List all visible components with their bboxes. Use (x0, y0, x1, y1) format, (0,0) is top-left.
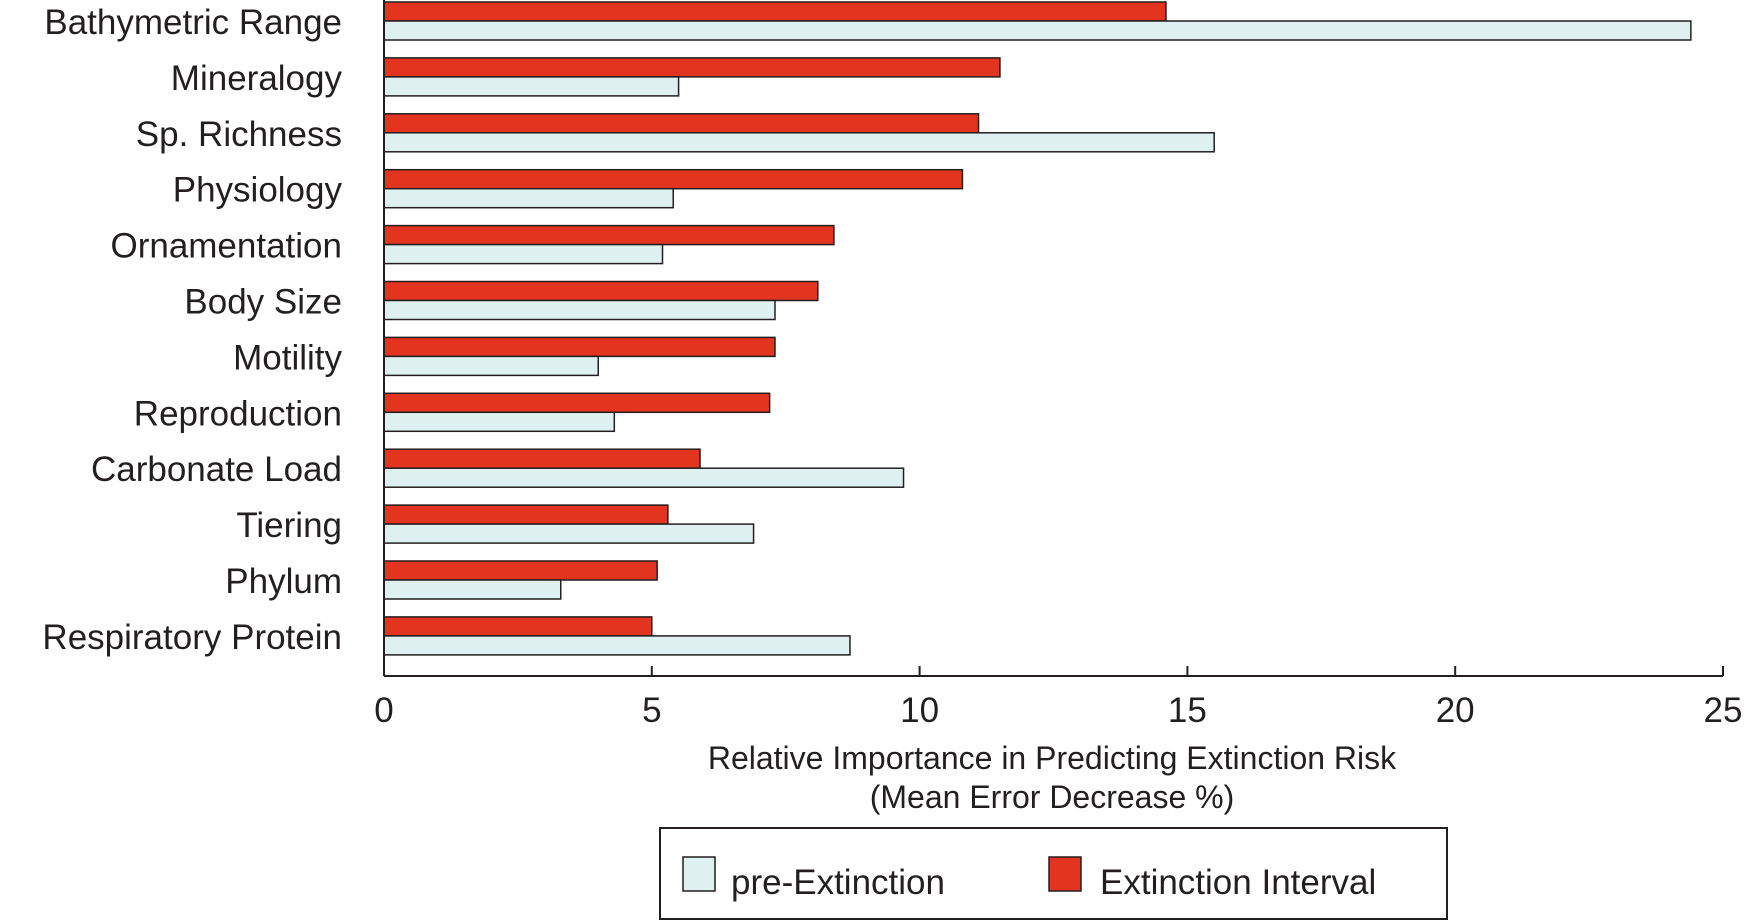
bar-extinction-interval-carbonate-load (383, 448, 701, 469)
bar-pre-extinction-ornamentation (383, 243, 664, 265)
category-label-mineralogy: Mineralogy (171, 59, 343, 98)
category-label-sp-richness: Sp. Richness (136, 115, 342, 154)
bar-pre-extinction-motility (383, 355, 599, 377)
category-label-carbonate-load: Carbonate Load (91, 450, 342, 489)
legend-label-extinction-interval: Extinction Interval (1100, 863, 1376, 902)
category-label-tiering: Tiering (236, 506, 342, 545)
bar-extinction-interval-mineralogy (383, 57, 1001, 78)
bar-pre-extinction-bathymetric-range (383, 20, 1692, 41)
bar-extinction-interval-tiering (383, 504, 669, 525)
x-axis-ticks: 0 5 10 15 20 25 (374, 666, 1742, 730)
bars-group (383, 1, 1692, 656)
category-label-ornamentation: Ornamentation (110, 227, 342, 266)
x-axis-title: Relative Importance in Predicting Extinc… (708, 740, 1397, 776)
category-label-bathymetric-range: Bathymetric Range (44, 3, 342, 42)
x-axis-title-line2: (Mean Error Decrease %) (870, 779, 1235, 815)
bar-pre-extinction-body-size (383, 299, 776, 321)
bar-extinction-interval-reproduction (383, 392, 771, 414)
bar-extinction-interval-bathymetric-range (383, 1, 1167, 22)
bar-extinction-interval-motility (383, 336, 776, 358)
bar-pre-extinction-tiering (383, 523, 755, 544)
bar-pre-extinction-physiology (383, 187, 674, 209)
bar-extinction-interval-physiology (383, 168, 964, 190)
category-label-respiratory-protein: Respiratory Protein (42, 618, 342, 657)
category-labels: Bathymetric Range Mineralogy Sp. Richness P… (42, 3, 342, 657)
bar-extinction-interval-ornamentation (383, 224, 835, 246)
x-tick-label-25: 25 (1704, 691, 1743, 730)
bar-extinction-interval-sp-richness (383, 113, 980, 134)
bar-pre-extinction-sp-richness (383, 132, 1215, 153)
bar-pre-extinction-phylum (383, 579, 562, 600)
legend: pre-Extinction Extinction Interval (659, 827, 1448, 920)
bar-pre-extinction-reproduction (383, 411, 616, 433)
bar-extinction-interval-body-size (383, 280, 819, 302)
category-label-motility: Motility (233, 338, 342, 377)
bar-extinction-interval-respiratory-protein (383, 616, 653, 637)
category-label-physiology: Physiology (173, 171, 343, 210)
legend-label-pre-extinction: pre-Extinction (731, 863, 945, 902)
bar-pre-extinction-carbonate-load (383, 467, 905, 488)
x-tick-label-15: 15 (1168, 691, 1207, 730)
x-tick-label-20: 20 (1436, 691, 1475, 730)
x-tick-label-0: 0 (374, 691, 393, 730)
x-tick-label-10: 10 (900, 691, 939, 730)
bar-extinction-interval-phylum (383, 560, 658, 581)
category-label-body-size: Body Size (184, 283, 342, 322)
legend-swatch-extinction-interval (1048, 856, 1082, 892)
category-label-phylum: Phylum (225, 562, 342, 601)
legend-swatch-pre-extinction (682, 856, 716, 892)
bar-pre-extinction-respiratory-protein (383, 635, 851, 656)
category-label-reproduction: Reproduction (134, 394, 342, 433)
bar-pre-extinction-mineralogy (383, 76, 680, 97)
x-tick-label-5: 5 (642, 691, 661, 730)
